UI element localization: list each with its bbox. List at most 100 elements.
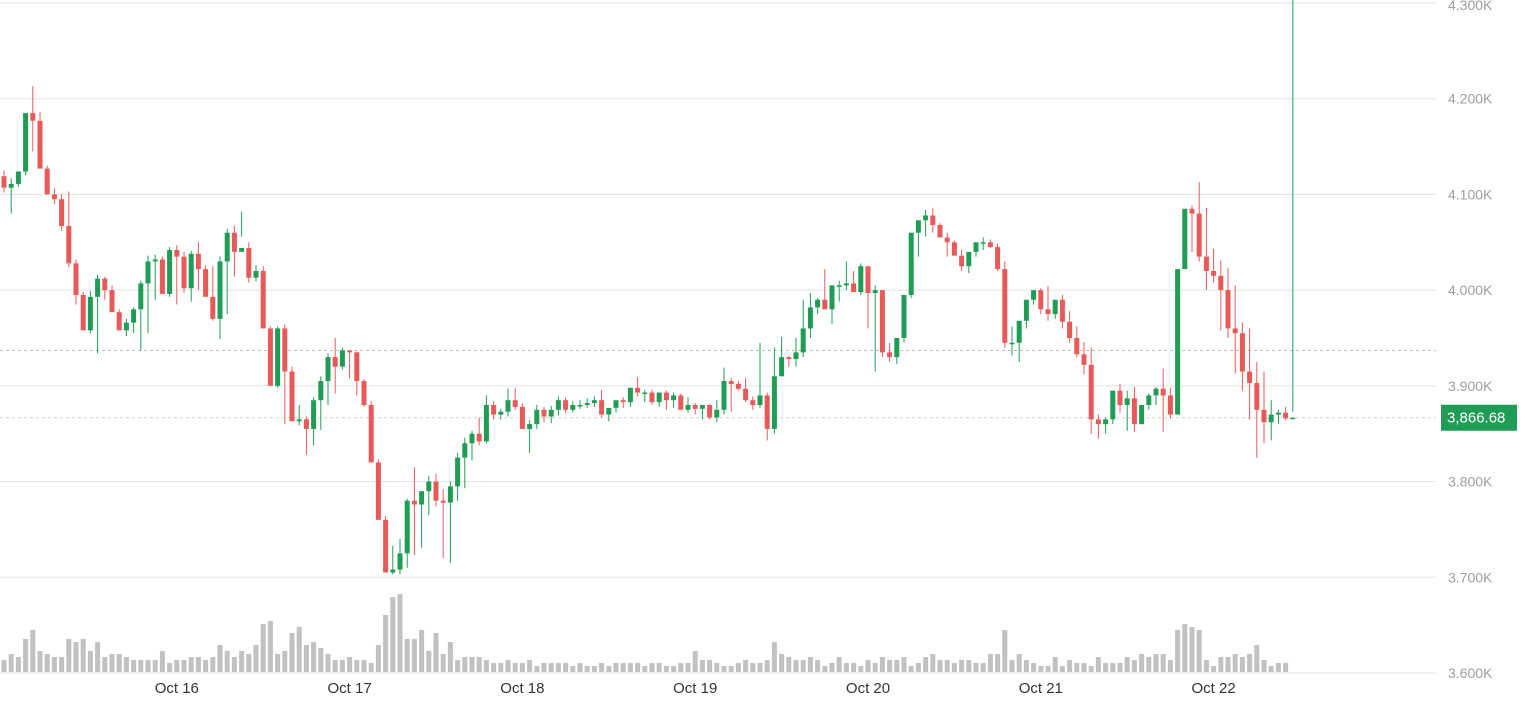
candle-body bbox=[275, 328, 281, 386]
candle-body bbox=[512, 400, 518, 407]
candle bbox=[37, 112, 43, 169]
candle bbox=[1218, 260, 1224, 331]
current-price-label: 3,866.68 bbox=[1447, 410, 1505, 427]
y-tick-label: 3.800K bbox=[1448, 474, 1493, 490]
candle-body bbox=[872, 290, 878, 294]
volume-bar bbox=[642, 666, 648, 672]
candle-body bbox=[419, 491, 425, 505]
candle-body bbox=[339, 350, 345, 367]
volume-bar bbox=[66, 639, 72, 672]
candle-body bbox=[1268, 414, 1274, 423]
candle-body bbox=[584, 403, 590, 405]
candle-body bbox=[995, 247, 1001, 270]
candle-body bbox=[1031, 290, 1037, 300]
volume-bar bbox=[519, 663, 525, 672]
candle-body bbox=[210, 296, 216, 319]
candle bbox=[260, 266, 266, 329]
candle-body bbox=[714, 409, 720, 418]
candle-body bbox=[1088, 364, 1094, 420]
candle-body bbox=[246, 248, 252, 278]
candle bbox=[1175, 269, 1181, 415]
candle-body bbox=[1254, 382, 1260, 410]
candle-body bbox=[577, 405, 583, 407]
volume-bar bbox=[1268, 666, 1274, 672]
volume-bar bbox=[339, 660, 345, 672]
volume-bar bbox=[656, 663, 662, 672]
candle bbox=[1232, 285, 1238, 374]
candle-body bbox=[534, 409, 540, 425]
candle-body bbox=[87, 296, 93, 331]
candle bbox=[1131, 386, 1137, 432]
candle-body bbox=[1247, 371, 1253, 383]
candle bbox=[368, 401, 374, 463]
volume-bar bbox=[1045, 666, 1051, 672]
volume-bar bbox=[973, 663, 979, 672]
candle bbox=[1290, 0, 1296, 420]
candle bbox=[1189, 205, 1195, 252]
candle bbox=[289, 366, 295, 422]
candle-body bbox=[1239, 333, 1245, 372]
candle-body bbox=[375, 462, 381, 520]
volume-bar bbox=[375, 645, 381, 672]
volume-bar bbox=[750, 663, 756, 672]
candle-body bbox=[879, 290, 885, 353]
candle-body bbox=[23, 113, 29, 172]
volume-bar bbox=[1182, 624, 1188, 672]
candle-body bbox=[1146, 395, 1152, 405]
volume-bar bbox=[771, 642, 777, 672]
candle bbox=[1059, 294, 1065, 329]
volume-bars bbox=[1, 594, 1289, 672]
x-tick-label: Oct 16 bbox=[155, 680, 199, 697]
volume-bar bbox=[757, 663, 763, 672]
y-tick-label: 4.000K bbox=[1448, 282, 1493, 298]
volume-bar bbox=[908, 666, 914, 672]
volume-bar bbox=[44, 654, 50, 672]
candle bbox=[735, 381, 741, 391]
candle bbox=[239, 211, 245, 252]
volume-bar bbox=[253, 645, 259, 672]
candle bbox=[1081, 341, 1087, 375]
candle-body bbox=[325, 357, 331, 382]
volume-bar bbox=[1038, 666, 1044, 672]
candle-body bbox=[51, 194, 57, 200]
volume-bar bbox=[692, 651, 698, 672]
candle-body bbox=[764, 395, 770, 429]
candle bbox=[1261, 371, 1267, 444]
candle-body bbox=[627, 387, 633, 403]
candle-body bbox=[73, 263, 79, 295]
candle bbox=[491, 401, 497, 420]
current-price-badge: 3,866.68 bbox=[1441, 404, 1517, 431]
volume-bar bbox=[138, 660, 144, 672]
candle-body bbox=[771, 376, 777, 429]
candle-body bbox=[786, 357, 792, 360]
volume-bar bbox=[527, 660, 533, 672]
candle-body bbox=[915, 220, 921, 233]
candle bbox=[757, 342, 763, 408]
y-tick-label: 3.900K bbox=[1448, 378, 1493, 394]
candle bbox=[649, 389, 655, 405]
candle bbox=[390, 545, 396, 575]
candle-body bbox=[807, 307, 813, 329]
x-tick-label: Oct 17 bbox=[328, 680, 372, 697]
candle bbox=[87, 291, 93, 334]
candle bbox=[541, 406, 547, 423]
candle bbox=[699, 405, 705, 420]
candle-body bbox=[30, 113, 36, 121]
candle bbox=[721, 367, 727, 415]
candle-body bbox=[217, 261, 223, 319]
candle bbox=[865, 266, 871, 329]
candle-body bbox=[671, 395, 677, 401]
candle bbox=[599, 389, 605, 418]
volume-bar bbox=[1196, 630, 1202, 672]
volume-bar bbox=[721, 666, 727, 672]
volume-bar bbox=[1088, 666, 1094, 672]
candle bbox=[923, 209, 929, 237]
candle bbox=[483, 395, 489, 444]
candle-body bbox=[491, 405, 497, 415]
volume-bar bbox=[174, 660, 180, 672]
candle bbox=[145, 255, 151, 334]
candle-body bbox=[1275, 412, 1281, 415]
candle-body bbox=[1203, 256, 1209, 271]
candle bbox=[347, 350, 353, 379]
candle-body bbox=[167, 249, 173, 294]
